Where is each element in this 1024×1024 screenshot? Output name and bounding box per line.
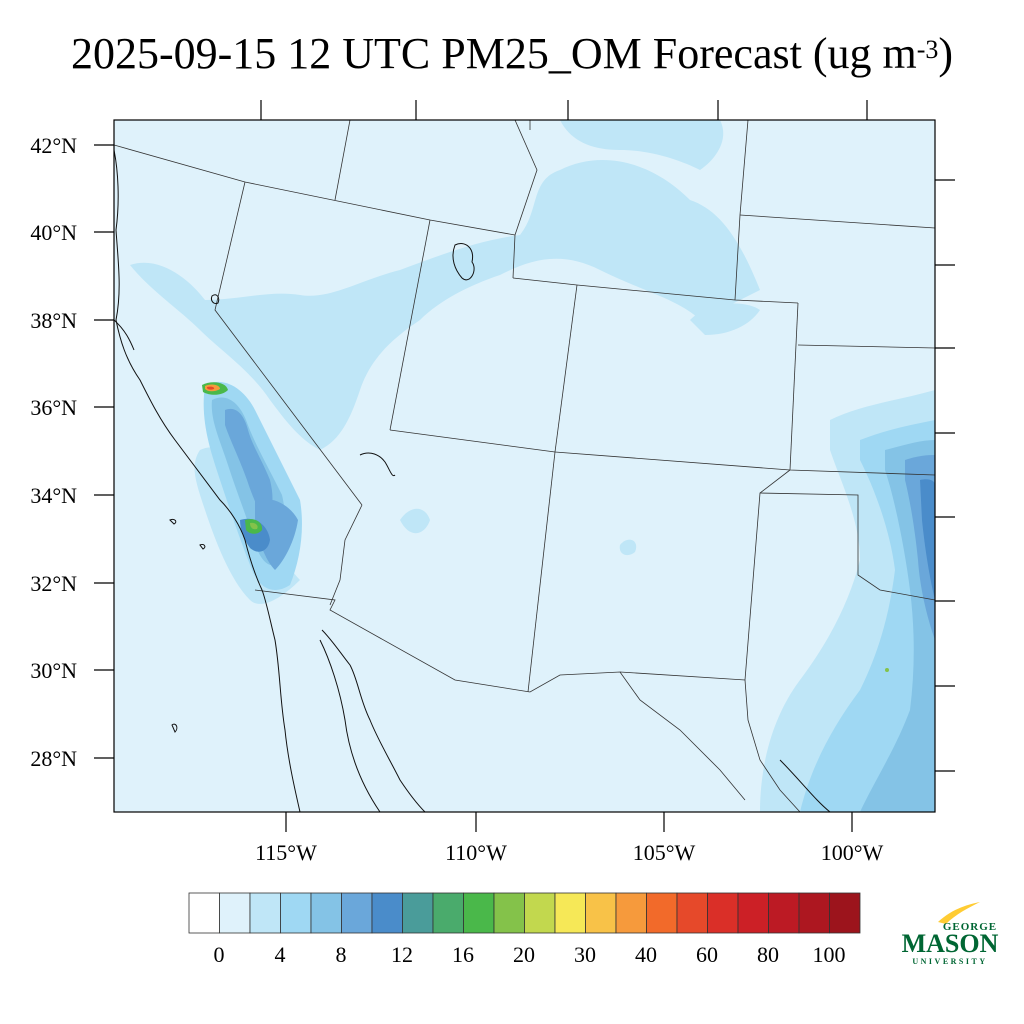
colorbar-swatch [219, 892, 251, 934]
hotspot-central-ca [202, 382, 228, 395]
colorbar-swatch [188, 892, 220, 934]
map-title: 2025-09-15 12 UTC PM25_OM Forecast (ug m… [70, 29, 954, 78]
colorbar-label: 40 [635, 942, 657, 967]
colorbar-swatch [829, 892, 861, 934]
colorbar-swatch [524, 892, 556, 934]
colorbar-swatch [554, 892, 586, 934]
colorbar-label: 8 [335, 942, 347, 967]
lat-label: 36°N [30, 395, 77, 420]
colorbar-label: 12 [391, 942, 413, 967]
colorbar-swatch [280, 892, 312, 934]
logo-top-text: GEORGE [943, 921, 997, 933]
longitude-labels: 115°W 110°W 105°W 100°W [255, 840, 883, 865]
lat-label: 38°N [30, 308, 77, 333]
colorbar-swatch [432, 892, 464, 934]
lon-label: 115°W [255, 840, 317, 865]
axis-ticks [94, 100, 955, 832]
political-boundaries [114, 120, 935, 812]
hotspot-tx [885, 668, 889, 672]
map-frame [113, 119, 936, 813]
colorbar-swatch [493, 892, 525, 934]
colorbar-swatch [798, 892, 830, 934]
colorbar-label: 100 [812, 942, 846, 967]
colorbar-label: 16 [452, 942, 474, 967]
colorbar-label: 60 [696, 942, 718, 967]
lat-label: 28°N [30, 746, 77, 771]
lon-label: 110°W [445, 840, 507, 865]
lat-label: 42°N [30, 133, 77, 158]
colorbar-swatch [615, 892, 647, 934]
logo-bottom-text: UNIVERSITY [912, 957, 987, 966]
george-mason-logo: GEORGE MASON UNIVERSITY [902, 902, 999, 966]
colorbar-swatch [341, 892, 373, 934]
logo-main-text: MASON [902, 929, 999, 958]
colorbar-swatch [371, 892, 403, 934]
colorbar-label: 80 [757, 942, 779, 967]
colorbar [188, 892, 861, 934]
colorbar-swatch [646, 892, 678, 934]
colorbar-swatch [768, 892, 800, 934]
lat-label: 30°N [30, 658, 77, 683]
coastlines [114, 149, 831, 812]
lat-label: 34°N [30, 483, 77, 508]
lat-label: 32°N [30, 571, 77, 596]
colorbar-swatch [249, 892, 281, 934]
colorbar-label: 4 [274, 942, 286, 967]
lon-label: 100°W [821, 840, 884, 865]
colorbar-label: 30 [574, 942, 596, 967]
colorbar-label: 20 [513, 942, 535, 967]
colorbar-swatch [676, 892, 708, 934]
colorbar-swatch [310, 892, 342, 934]
colorbar-swatch [463, 892, 495, 934]
colorbar-label: 0 [213, 942, 225, 967]
lon-label: 105°W [633, 840, 696, 865]
colorbar-swatch [585, 892, 617, 934]
logo-swoosh [938, 902, 980, 924]
latitude-labels: 42°N 40°N 38°N 36°N 34°N 32°N 30°N 28°N [30, 133, 77, 771]
colorbar-swatch [707, 892, 739, 934]
colorbar-swatch [737, 892, 769, 934]
colorbar-swatch [402, 892, 434, 934]
hotspot-socal [245, 519, 263, 534]
lat-label: 40°N [30, 220, 77, 245]
